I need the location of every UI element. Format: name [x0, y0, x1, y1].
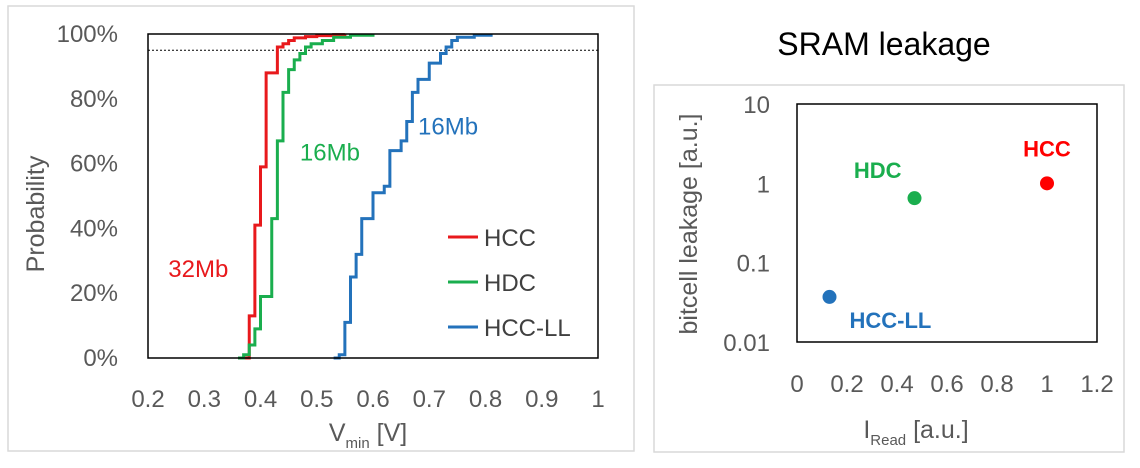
- scatter-x-tick-label: 0.4: [880, 371, 913, 398]
- cdf-x-tick-label: 0.4: [244, 386, 277, 413]
- cdf-legend: HCC HDC HCC-LL: [448, 225, 571, 342]
- cdf-y-axis: 0% 20% 40% 60% 80% 100%: [57, 21, 118, 372]
- cdf-series-line-hcc-ll: [333, 33, 493, 360]
- scatter-chart-border: [653, 84, 1125, 453]
- scatter-x-tick-label: 1: [1040, 371, 1053, 398]
- cdf-chart: 0% 20% 40% 60% 80% 100% 0.2 0.3 0.4 0.5 0.6 0.7 0.8…: [22, 21, 605, 452]
- scatter-y-axis-title: bitcell leakage [a.u.]: [675, 114, 703, 335]
- cdf-x-tick-label: 0.2: [131, 386, 164, 413]
- cdf-x-axis: 0.2 0.3 0.4 0.5 0.6 0.7 0.8 0.9 1: [131, 386, 604, 413]
- cdf-x-axis-title-main: V: [329, 419, 346, 447]
- cdf-y-tick-label: 60%: [70, 151, 118, 178]
- scatter-point-label: HDC: [854, 158, 902, 183]
- scatter-x-tick-label: 0.8: [980, 371, 1013, 398]
- scatter-x-axis-title-unit: [a.u.]: [906, 416, 969, 444]
- cdf-series-line-hdc: [238, 33, 375, 360]
- scatter-point-hdc: [907, 191, 922, 206]
- cdf-y-tick-label: 100%: [57, 21, 118, 48]
- scatter-title: SRAM leakage: [777, 26, 990, 62]
- scatter-point-label: HCC: [1023, 136, 1071, 161]
- legend-label-hcc-ll: HCC-LL: [484, 315, 571, 342]
- scatter-x-axis-title-main: I: [863, 416, 870, 444]
- scatter-y-axis: 0.01 0.1 1 10: [723, 92, 770, 357]
- cdf-x-tick-label: 0.9: [525, 386, 558, 413]
- cdf-x-tick-label: 0.3: [188, 386, 221, 413]
- cdf-x-axis-title-subscript: min: [346, 435, 370, 452]
- cdf-y-tick-label: 80%: [70, 86, 118, 113]
- cdf-y-tick-label: 20%: [70, 280, 118, 307]
- cdf-annotations: 32Mb 16Mb 16Mb: [168, 113, 478, 283]
- scatter-y-tick-label: 1: [757, 171, 770, 198]
- cdf-y-tick-label: 0%: [83, 345, 118, 372]
- cdf-x-tick-label: 0.5: [300, 386, 333, 413]
- scatter-x-tick-label: 0.2: [830, 371, 863, 398]
- cdf-x-tick-label: 0.7: [413, 386, 446, 413]
- scatter-point-label: HCC-LL: [850, 308, 932, 333]
- cdf-x-tick-label: 0.6: [356, 386, 389, 413]
- scatter-x-axis: 0 0.2 0.4 0.6 0.8 1 1.2: [790, 371, 1113, 398]
- scatter-x-tick-label: 0: [790, 371, 803, 398]
- legend-label-hcc: HCC: [484, 225, 536, 252]
- scatter-y-tick-label: 0.1: [737, 251, 770, 278]
- cdf-x-axis-title: Vmin [V]: [329, 419, 407, 452]
- cdf-annotation: 32Mb: [168, 256, 228, 283]
- scatter-y-tick-label: 0.01: [723, 330, 770, 357]
- scatter-y-tick-label: 10: [743, 92, 770, 119]
- scatter-x-axis-title-subscript: Read: [870, 432, 906, 449]
- scatter-x-tick-label: 0.6: [930, 371, 963, 398]
- cdf-x-axis-title-unit: [V]: [370, 419, 408, 447]
- scatter-plot-frame: [796, 103, 1098, 343]
- cdf-annotation: 16Mb: [300, 139, 360, 166]
- cdf-x-tick-label: 0.8: [469, 386, 502, 413]
- cdf-y-axis-title: Probability: [22, 155, 50, 272]
- scatter-points: HCC HDC HCC-LL: [822, 136, 1071, 333]
- cdf-series-group: [238, 33, 493, 360]
- scatter-x-axis-title: IRead [a.u.]: [863, 416, 968, 449]
- cdf-plot-frame: [147, 33, 599, 359]
- scatter-point-hcc: [1040, 176, 1054, 191]
- cdf-y-tick-label: 40%: [70, 215, 118, 242]
- scatter-point-hcc-ll: [822, 289, 837, 304]
- cdf-annotation: 16Mb: [418, 113, 478, 140]
- scatter-chart: SRAM leakage 0.01 0.1 1 10 0 0.2 0.4 0.6 0.8 1 1.…: [675, 26, 1114, 449]
- scatter-x-tick-label: 1.2: [1080, 371, 1113, 398]
- cdf-x-tick-label: 1: [591, 386, 604, 413]
- legend-label-hdc: HDC: [484, 270, 536, 297]
- cdf-series-line-hcc: [243, 33, 347, 360]
- cdf-chart-border: [7, 5, 635, 452]
